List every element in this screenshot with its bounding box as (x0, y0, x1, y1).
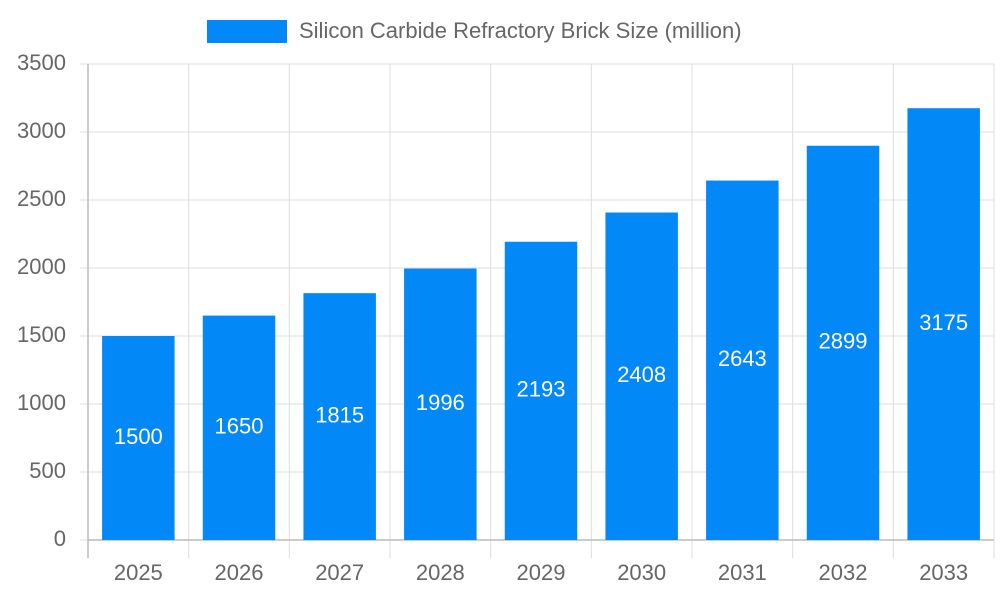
value-label: 1500 (114, 424, 163, 449)
y-tick-label: 3500 (17, 50, 66, 75)
y-tick-label: 0 (54, 526, 66, 551)
bar (806, 145, 880, 540)
bar (404, 268, 477, 540)
y-tick-label: 3000 (17, 118, 66, 143)
legend-label: Silicon Carbide Refractory Brick Size (m… (299, 18, 742, 43)
bar (202, 315, 276, 540)
value-label: 3175 (919, 310, 968, 335)
y-tick-label: 2500 (17, 186, 66, 211)
value-label: 1650 (215, 414, 264, 439)
x-tick-label: 2025 (114, 560, 163, 585)
bar (504, 241, 578, 540)
value-label: 2643 (718, 346, 767, 371)
bar (605, 212, 678, 540)
x-tick-label: 2030 (617, 560, 666, 585)
y-tick-label: 500 (29, 458, 66, 483)
x-tick-label: 2027 (315, 560, 364, 585)
value-label: 1815 (315, 402, 364, 427)
bar (102, 336, 175, 540)
value-label: 2193 (517, 377, 566, 402)
y-tick-label: 1000 (17, 390, 66, 415)
bar (907, 108, 980, 540)
value-label: 1996 (416, 390, 465, 415)
legend-swatch (207, 20, 287, 43)
value-label: 2408 (617, 362, 666, 387)
bar (706, 180, 779, 540)
x-tick-label: 2029 (517, 560, 566, 585)
y-tick-label: 1500 (17, 322, 66, 347)
x-tick-label: 2028 (416, 560, 465, 585)
x-tick-label: 2031 (718, 560, 767, 585)
value-label: 2899 (819, 329, 868, 354)
x-tick-label: 2026 (215, 560, 264, 585)
x-tick-label: 2032 (819, 560, 868, 585)
y-tick-label: 2000 (17, 254, 66, 279)
bar (303, 293, 376, 540)
x-tick-label: 2033 (919, 560, 968, 585)
